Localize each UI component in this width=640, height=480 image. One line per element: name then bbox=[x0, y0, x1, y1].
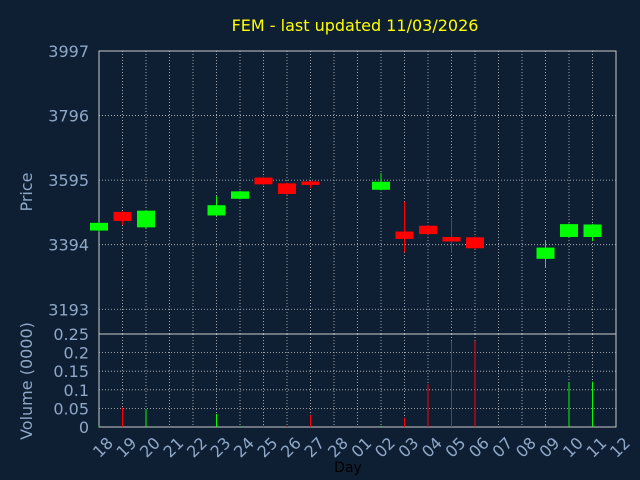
price-axis-label: Price bbox=[17, 172, 36, 211]
candle-11 bbox=[583, 223, 602, 242]
volume-tick-label: 0.05 bbox=[53, 399, 89, 418]
price-tick-label: 3193 bbox=[48, 300, 89, 319]
x-axis-label: Day bbox=[334, 460, 362, 476]
candle-19 bbox=[113, 211, 132, 225]
candle-body bbox=[419, 225, 437, 235]
candle-body bbox=[207, 205, 226, 216]
price-tick-label: 3394 bbox=[48, 236, 89, 255]
candle-06 bbox=[466, 236, 484, 250]
candle-body bbox=[536, 247, 555, 259]
volume-tick-label: 0.25 bbox=[53, 325, 89, 344]
chart-title: FEM - last updated 11/03/2026 bbox=[232, 16, 479, 35]
volume-tick-label: 0.2 bbox=[64, 344, 89, 363]
candle-body bbox=[466, 237, 484, 249]
candle-body bbox=[254, 177, 273, 185]
volume-panel: 00.050.10.150.20.25 bbox=[53, 325, 617, 437]
candle-body bbox=[372, 181, 390, 190]
candle-body bbox=[137, 210, 155, 228]
x-axis: 1819202122232425262728010203040506070809… bbox=[89, 433, 634, 461]
candle-24 bbox=[231, 190, 249, 200]
candle-body bbox=[231, 191, 249, 199]
candle-body bbox=[301, 181, 320, 185]
candle-20 bbox=[137, 210, 155, 229]
candle-18 bbox=[90, 222, 108, 232]
volume-frame bbox=[98, 333, 617, 428]
price-tick-label: 3796 bbox=[48, 107, 89, 126]
candle-25 bbox=[254, 176, 273, 185]
candle-03 bbox=[395, 201, 414, 253]
candle-body bbox=[395, 231, 414, 239]
price-tick-label: 3595 bbox=[48, 171, 89, 190]
x-tick-label: 12 bbox=[606, 433, 634, 461]
volume-axis-label: Volume (0000) bbox=[17, 322, 36, 440]
volume-tick-label: 0.15 bbox=[53, 362, 89, 381]
candle-26 bbox=[278, 182, 296, 195]
candle-27 bbox=[301, 180, 320, 189]
price-tick-label: 3997 bbox=[48, 42, 89, 61]
candle-10 bbox=[560, 223, 578, 238]
candle-body bbox=[442, 236, 461, 242]
price-panel: 3997 3796 3595 3394 3193 bbox=[48, 42, 617, 335]
candle-02 bbox=[372, 173, 390, 191]
candle-09 bbox=[536, 240, 555, 268]
candle-23 bbox=[207, 196, 226, 217]
candle-body bbox=[90, 222, 108, 231]
candle-04 bbox=[419, 225, 437, 235]
candle-body bbox=[278, 183, 296, 194]
candle-body bbox=[583, 224, 602, 237]
candle-body bbox=[560, 224, 578, 237]
candle-body bbox=[113, 211, 132, 221]
volume-tick-label: 0.1 bbox=[64, 381, 89, 400]
volume-tick-label: 0 bbox=[79, 418, 89, 437]
candle-05 bbox=[442, 217, 461, 254]
